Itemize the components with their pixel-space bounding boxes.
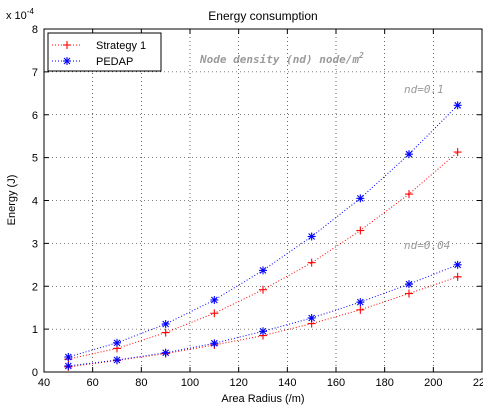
marker-stroke: [356, 298, 364, 306]
y-tick-label: 2: [32, 281, 38, 293]
series-pedap: [64, 101, 462, 370]
series-line: [68, 104, 459, 358]
y-tick-label: 4: [32, 196, 38, 208]
x-tick-label: 140: [278, 377, 296, 389]
marker-stroke: [162, 320, 170, 328]
nd-high-annotation: nd=0.1: [404, 83, 444, 96]
legend-items: Strategy 1 PEDAP: [52, 40, 146, 68]
data-point: [405, 190, 413, 199]
data-point: [259, 285, 267, 294]
marker-stroke: [64, 353, 72, 361]
x-tick-label: 60: [87, 377, 99, 389]
data-point: [356, 226, 365, 235]
data-point: [405, 289, 413, 298]
marker-stroke: [454, 101, 462, 109]
marker-stroke: [113, 339, 121, 347]
data-point: [161, 319, 170, 328]
marker-stroke: [210, 339, 218, 347]
marker-stroke: [454, 261, 462, 269]
marker-stroke: [259, 327, 267, 335]
marker-stroke: [210, 296, 218, 304]
legend-label: PEDAP: [96, 56, 133, 68]
y-tick-label: 3: [32, 238, 38, 250]
x-tick-label: 120: [229, 377, 247, 389]
data-point: [210, 309, 219, 318]
data-point: [453, 260, 462, 269]
node-density-annotation: Node density (nd) node/m2: [199, 51, 364, 66]
marker-stroke: [63, 57, 71, 65]
marker-stroke: [356, 194, 364, 202]
y-tick-label: 5: [32, 153, 38, 165]
marker-stroke: [308, 314, 316, 322]
data-point: [405, 280, 413, 289]
legend: Strategy 1 PEDAP: [47, 32, 162, 72]
nd-low-annotation: nd=0.04: [404, 239, 450, 252]
x-tick-label: 80: [135, 377, 147, 389]
grid-lines: [44, 29, 482, 372]
data-point: [453, 148, 462, 157]
chart-title: Energy consumption: [208, 9, 317, 23]
marker-stroke: [259, 266, 267, 274]
x-tick-label: 200: [424, 377, 442, 389]
data-point: [453, 272, 462, 281]
data-point: [259, 327, 267, 336]
data-point: [113, 355, 121, 364]
x-axis-label: Area Radius (/m): [221, 393, 304, 405]
x-tick-label: 180: [375, 377, 393, 389]
marker-stroke: [308, 233, 316, 240]
y-tick-label: 0: [32, 367, 38, 379]
x-tick-label: 160: [327, 377, 345, 389]
y-exponent-label: x 10-4: [6, 7, 34, 22]
data-point: [161, 348, 170, 357]
data-point: [64, 352, 73, 361]
data-point: [307, 258, 316, 267]
data-point: [405, 150, 413, 159]
y-tick-label: 1: [32, 324, 38, 336]
data-point: [210, 339, 219, 348]
data-point: [259, 266, 267, 275]
y-tick-label: 6: [32, 110, 38, 122]
data-point: [453, 101, 462, 110]
y-axis-label: Energy (J): [6, 175, 18, 226]
data-point: [113, 338, 121, 347]
marker-stroke: [113, 356, 121, 364]
legend-marker: [63, 41, 71, 49]
y-tick-label: 8: [32, 24, 38, 36]
data-point: [64, 361, 73, 370]
marker-stroke: [162, 349, 170, 357]
x-tick-label: 100: [181, 377, 199, 389]
data-point: [307, 313, 316, 322]
x-tick-label: 40: [38, 377, 50, 389]
x-tick-label: 220: [473, 377, 483, 389]
series-strategy-1: [64, 148, 462, 371]
axis-ticks: 40 60 80 100 120 140 160 180 200 220 0 1 2 3 4 5 6 7 8: [32, 24, 483, 389]
data-point: [210, 295, 219, 304]
series-layer: [64, 101, 462, 371]
data-point: [307, 232, 316, 241]
data-point: [356, 298, 365, 307]
data-point: [356, 305, 365, 314]
legend-marker: [63, 57, 71, 65]
marker-stroke: [405, 150, 413, 158]
marker-stroke: [405, 280, 413, 288]
data-point: [356, 194, 365, 203]
data-point: [161, 328, 170, 337]
legend-label: Strategy 1: [96, 40, 146, 52]
y-tick-label: 7: [32, 67, 38, 79]
marker-stroke: [64, 362, 72, 370]
series-line: [68, 264, 458, 367]
